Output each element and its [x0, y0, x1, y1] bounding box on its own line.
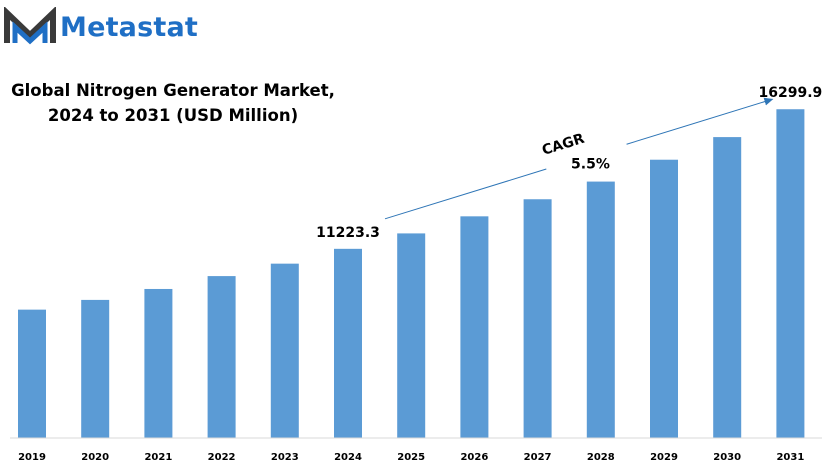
chart-title-line-1: Global Nitrogen Generator Market, — [11, 81, 335, 100]
brand-name: Metastat — [60, 11, 199, 43]
x-tick-label-2030: 2030 — [713, 452, 741, 463]
cagr-arrow-line-start — [384, 168, 547, 220]
x-tick-label-2020: 2020 — [81, 452, 109, 463]
x-tick-label-2026: 2026 — [460, 452, 488, 463]
cagr-value: 5.5% — [571, 157, 610, 173]
bar-2024 — [334, 248, 362, 438]
x-tick-label-2025: 2025 — [397, 452, 425, 463]
x-tick-label-2028: 2028 — [587, 452, 615, 463]
x-tick-label-2023: 2023 — [271, 452, 299, 463]
x-tick-label-2024: 2024 — [334, 452, 362, 463]
metastat-m-logo-icon — [4, 7, 56, 45]
bar-2030 — [713, 137, 742, 439]
data-labels: 11223.3 16299.9 — [316, 85, 822, 241]
data-label-2031: 16299.9 — [759, 85, 823, 101]
x-tick-label-2021: 2021 — [144, 452, 172, 463]
bar-2026 — [460, 216, 489, 438]
bar-2029 — [650, 159, 678, 438]
bar-2022 — [207, 276, 236, 438]
bar-2028 — [586, 181, 615, 438]
bar-2027 — [523, 199, 552, 438]
x-tick-labels: 2019 2020 2021 2022 2023 2024 2025 2026 2027 2028… — [18, 452, 804, 463]
brand-logo: Metastat — [4, 6, 198, 48]
x-tick-label-2031: 2031 — [776, 452, 804, 463]
data-label-2024: 11223.3 — [316, 225, 380, 241]
cagr-arrow-line-end — [626, 97, 774, 145]
bar-2019 — [18, 309, 46, 438]
bar-2025 — [397, 233, 426, 438]
x-tick-label-2019: 2019 — [18, 452, 46, 463]
bar-2020 — [81, 299, 110, 438]
bar-2021 — [144, 288, 173, 438]
bars-group — [18, 109, 805, 439]
x-tick-label-2022: 2022 — [208, 452, 236, 463]
chart-title-line-2: 2024 to 2031 (USD Million) — [47, 106, 299, 125]
bar-2023 — [270, 263, 299, 438]
x-tick-label-2027: 2027 — [524, 452, 552, 463]
bar-2031 — [776, 109, 805, 438]
cagr-label: CAGR — [540, 131, 586, 159]
x-tick-label-2029: 2029 — [650, 452, 678, 463]
chart-title: Global Nitrogen Generator Market, 2024 t… — [8, 78, 338, 128]
